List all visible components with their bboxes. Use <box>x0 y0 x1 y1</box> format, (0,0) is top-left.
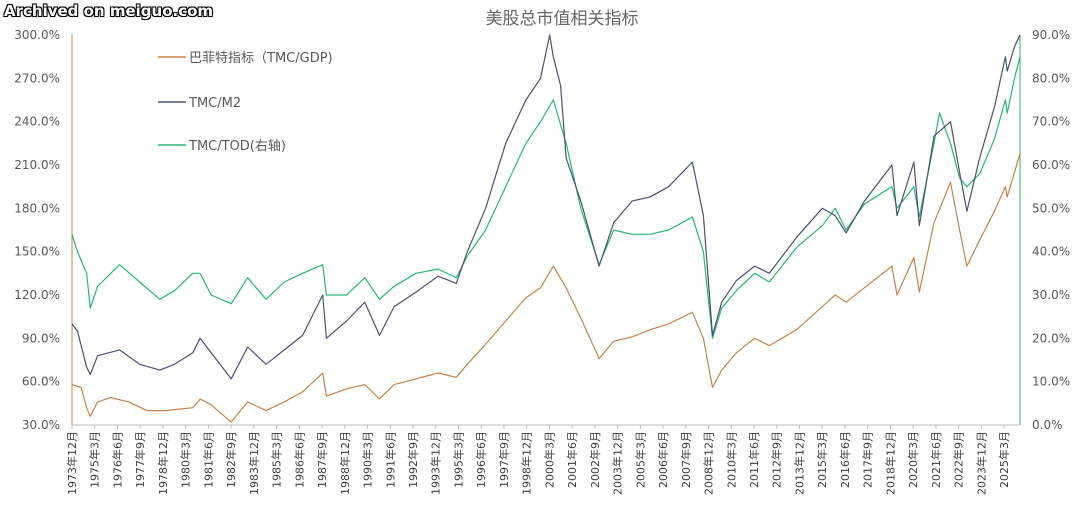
left-tick-label: 120.0% <box>14 288 60 302</box>
x-tick-label: 2006年6月 <box>656 431 670 488</box>
series-line-0 <box>71 153 1021 423</box>
left-tick-label: 180.0% <box>14 201 60 215</box>
right-tick-label: 70.0% <box>1032 115 1070 129</box>
x-tick-label: 1977年9月 <box>133 431 147 488</box>
axes: 30.0% 60.0% 90.0% 120.0% 150.0% 180.0% 210.0% 2… <box>14 28 1070 495</box>
x-tick-label: 2015年3月 <box>815 431 829 488</box>
x-tick-label: 2012年9月 <box>770 431 784 488</box>
x-tick-label: 1976年6月 <box>110 431 124 488</box>
x-tick-label: 1987年9月 <box>315 431 329 488</box>
right-tick-label: 50.0% <box>1032 201 1070 215</box>
left-tick-label: 30.0% <box>22 418 60 432</box>
right-tick-label: 40.0% <box>1032 245 1070 259</box>
left-tick-label: 90.0% <box>22 331 60 345</box>
left-tick-label: 60.0% <box>22 375 60 389</box>
x-tick-label: 2016年6月 <box>838 431 852 488</box>
x-tick-label: 1990年3月 <box>361 431 375 488</box>
legend-label-1: TMC/M2 <box>188 96 241 111</box>
left-tick-label: 240.0% <box>14 115 60 129</box>
chart-title: 美股总市值相关指标 <box>486 9 639 29</box>
right-tick-label: 20.0% <box>1032 331 1070 345</box>
x-tick-label: 2017年9月 <box>861 431 875 488</box>
x-tick-label: 1985年3月 <box>270 431 284 488</box>
x-tick-label: 2018年12月 <box>883 431 897 495</box>
x-tick-label: 1993年12月 <box>429 431 443 495</box>
left-tick-label: 300.0% <box>14 28 60 42</box>
x-tick-label: 2010年3月 <box>724 431 738 488</box>
x-tick-label: 2023年12月 <box>974 431 988 495</box>
left-tick-label: 210.0% <box>14 158 60 172</box>
legend-label-0: 巴菲特指标（TMC/GDP) <box>189 51 333 66</box>
x-tick-label: 1991年6月 <box>383 431 397 488</box>
x-tick-label: 2020年3月 <box>906 431 920 488</box>
x-tick-label: 2008年12月 <box>702 431 716 495</box>
series-line-2 <box>71 56 1021 339</box>
x-tick-label: 1978年12月 <box>156 431 170 495</box>
left-tick-label: 150.0% <box>14 245 60 259</box>
x-tick-label: 1980年3月 <box>179 431 193 488</box>
x-tick-label: 2005年3月 <box>633 431 647 488</box>
x-tick-label: 1982年9月 <box>224 431 238 488</box>
x-tick-label: 1986年6月 <box>292 431 306 488</box>
x-tick-label: 1981年6月 <box>201 431 215 488</box>
legend: 巴菲特指标（TMC/GDP) TMC/M2 TMC/TOD(右轴) <box>158 51 333 154</box>
series-line-1 <box>71 34 1021 380</box>
watermark: Archived on meiguo.com <box>4 2 214 20</box>
x-tick-label: 2001年6月 <box>565 431 579 488</box>
legend-label-2: TMC/TOD(右轴) <box>188 139 286 154</box>
x-tick-label: 2007年9月 <box>679 431 693 488</box>
x-tick-label: 2022年9月 <box>952 431 966 488</box>
x-tick-label: 1983年12月 <box>247 431 261 495</box>
right-tick-label: 10.0% <box>1032 375 1070 389</box>
x-tick-label: 2021年6月 <box>929 431 943 488</box>
x-tick-label: 2011年6月 <box>747 431 761 488</box>
x-tick-label: 1996年6月 <box>474 431 488 488</box>
x-tick-label: 2003年12月 <box>611 431 625 495</box>
right-tick-label: 0.0% <box>1032 418 1063 432</box>
x-tick-label: 1992年9月 <box>406 431 420 488</box>
x-tick-label: 1997年9月 <box>497 431 511 488</box>
x-tick-label: 2013年12月 <box>792 431 806 495</box>
right-tick-label: 30.0% <box>1032 288 1070 302</box>
x-tick-label: 1995年3月 <box>451 431 465 488</box>
right-tick-label: 80.0% <box>1032 71 1070 85</box>
right-tick-label: 60.0% <box>1032 158 1070 172</box>
x-tick-label: 2025年3月 <box>997 431 1011 488</box>
right-tick-label: 90.0% <box>1032 28 1070 42</box>
x-tick-label: 1973年12月 <box>65 431 79 495</box>
x-tick-label: 1975年3月 <box>88 431 102 488</box>
left-tick-label: 270.0% <box>14 71 60 85</box>
x-tick-label: 1998年12月 <box>520 431 534 495</box>
series-lines <box>71 34 1021 423</box>
x-tick-label: 2000年3月 <box>542 431 556 488</box>
x-tick-label: 1988年12月 <box>338 431 352 495</box>
x-tick-label: 2002年9月 <box>588 431 602 488</box>
